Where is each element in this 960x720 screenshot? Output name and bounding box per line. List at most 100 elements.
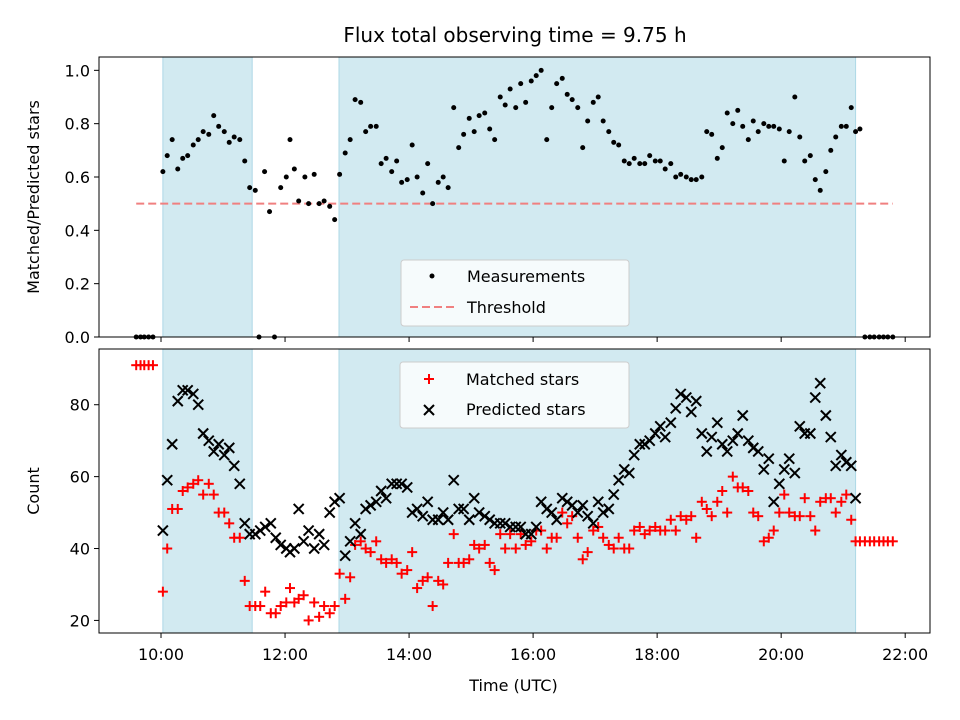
x-stroke <box>603 503 615 515</box>
predicted-star-point <box>297 535 310 548</box>
predicted-star-point <box>208 445 220 458</box>
x-stroke <box>849 492 862 504</box>
x-stroke <box>192 399 204 411</box>
predicted-star-point <box>514 521 527 533</box>
measurement-point <box>678 171 684 177</box>
measurement-point <box>642 161 648 167</box>
predicted-star-point <box>634 438 646 450</box>
measurement-point <box>373 123 379 129</box>
x-stroke <box>680 391 692 404</box>
measurement-point <box>430 201 436 207</box>
x-stroke <box>608 488 620 501</box>
measurement-point <box>211 113 217 119</box>
x-stroke <box>239 517 251 530</box>
measurement-point <box>730 121 736 127</box>
shaded-interval <box>162 56 253 338</box>
matched-star-point <box>219 507 230 518</box>
predicted-star-point <box>706 431 718 443</box>
x-stroke <box>318 539 330 551</box>
measurement-point <box>693 177 699 183</box>
x-stroke <box>370 496 382 508</box>
x-stroke <box>297 535 310 548</box>
predicted-star-point <box>820 409 832 422</box>
predicted-star-point <box>603 503 615 515</box>
measurement-point <box>776 126 782 132</box>
measurement-point <box>507 86 513 92</box>
predicted-star-point <box>804 427 817 440</box>
measurement-point <box>358 99 364 105</box>
measurement-point <box>221 129 227 135</box>
x-stroke <box>835 449 848 461</box>
matched-star-point <box>458 557 469 568</box>
predicted-star-point <box>572 506 584 519</box>
measurement-point <box>383 155 389 161</box>
predicted-star-point <box>535 496 547 508</box>
x-tick-label: 14:00 <box>386 645 432 664</box>
measurement-point <box>262 169 268 175</box>
measurement-point <box>242 158 248 164</box>
predicted-star-point <box>628 449 640 461</box>
predicted-star-point <box>665 416 677 429</box>
measurement-point <box>857 126 863 132</box>
x-stroke <box>354 528 367 540</box>
matched-star-point <box>706 511 717 522</box>
measurement-point <box>267 209 273 215</box>
measurement-point <box>637 161 643 167</box>
y-axis-label: Count <box>24 467 43 515</box>
measurement-point <box>761 121 767 127</box>
matched-star-point <box>577 554 588 565</box>
x-tick-label: 12:00 <box>262 645 308 664</box>
predicted-star-point <box>670 402 682 415</box>
predicted-star-point <box>239 517 251 530</box>
matched-star-point <box>443 557 454 568</box>
predicted-star-point <box>270 532 282 544</box>
x-stroke <box>288 542 301 555</box>
measurement-point <box>476 113 482 119</box>
x-stroke <box>411 503 423 515</box>
x-stroke <box>417 510 429 522</box>
x-tick-label: 16:00 <box>510 645 556 664</box>
matched-star-point <box>737 482 748 493</box>
matched-star-point <box>526 536 537 547</box>
predicted-star-point <box>323 506 336 519</box>
measurement-point <box>766 123 772 129</box>
x-stroke <box>432 514 444 526</box>
x-stroke <box>421 496 434 508</box>
measurement-point <box>647 153 653 159</box>
x-stroke <box>177 384 189 397</box>
measurement-point <box>807 153 813 159</box>
predicted-star-point <box>649 427 661 440</box>
x-stroke <box>292 503 305 515</box>
matched-star-point <box>774 507 785 518</box>
x-stroke <box>274 539 287 551</box>
predicted-star-point <box>612 474 625 486</box>
predicted-star-point <box>814 377 826 389</box>
x-stroke <box>197 427 209 440</box>
predicted-star-point <box>696 427 708 440</box>
matched-star-point <box>624 543 635 554</box>
x-tick-label: 22:00 <box>882 645 928 664</box>
y-tick-label: 0.6 <box>65 168 90 187</box>
measurement-point <box>487 126 493 132</box>
matched-star-point <box>182 482 193 493</box>
measurement-point <box>564 91 570 97</box>
x-stroke <box>830 460 842 472</box>
x-stroke <box>665 416 677 429</box>
matched-star-point <box>309 597 320 608</box>
matched-star-point <box>270 608 281 619</box>
x-stroke <box>721 445 733 458</box>
measurement-point <box>538 67 544 73</box>
matched-star-point <box>557 507 568 518</box>
legend-label-measurements: Measurements <box>467 267 585 286</box>
predicted-star-point <box>659 431 671 443</box>
measurement-point <box>585 118 591 124</box>
measurement-point <box>657 158 663 164</box>
measurement-point <box>435 179 441 185</box>
measurement-point <box>513 105 519 111</box>
x-stroke <box>634 438 646 450</box>
x-stroke <box>732 427 744 440</box>
measurement-point <box>342 150 348 156</box>
matched-star-point <box>303 615 314 626</box>
measurement-point <box>817 187 823 193</box>
y-tick-label: 80 <box>70 396 90 415</box>
